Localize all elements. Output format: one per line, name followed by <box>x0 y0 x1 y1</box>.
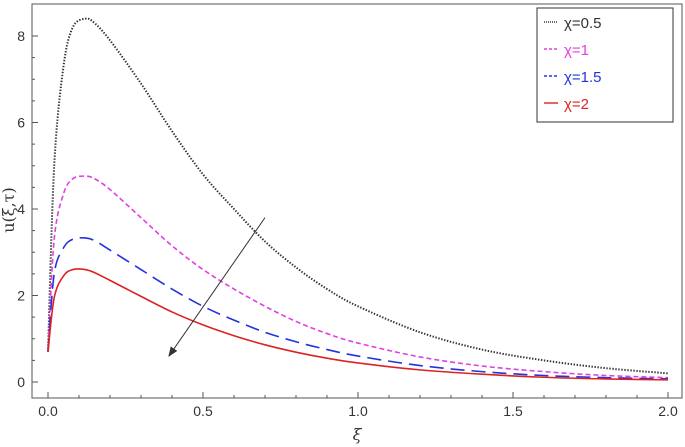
y-tick-label: 4 <box>17 201 25 217</box>
trend-arrow <box>168 217 266 357</box>
legend-label: χ=1.5 <box>564 69 602 86</box>
x-tick-label: 1.5 <box>503 403 523 419</box>
y-tick-label: 6 <box>17 115 25 131</box>
legend: χ=0.5 χ=1 χ=1.5 χ=2 <box>536 7 674 123</box>
series-layer <box>47 17 669 381</box>
series-line-1 <box>47 17 669 375</box>
y-tick-label: 2 <box>17 288 25 304</box>
y-axis-ticks: 0 2 4 6 8 <box>17 28 38 390</box>
legend-label: χ=1 <box>564 42 589 59</box>
y-tick-label: 8 <box>17 28 25 44</box>
y-tick-label: 0 <box>17 374 25 390</box>
x-tick-label: 1.0 <box>348 403 368 419</box>
legend-label: χ=0.5 <box>564 15 602 32</box>
x-axis-ticks: 0.0 0.5 1.0 1.5 2.0 <box>38 392 678 419</box>
x-tick-label: 2.0 <box>658 403 678 419</box>
x-tick-label: 0.5 <box>193 403 213 419</box>
series-line-2 <box>47 175 669 379</box>
series-line-3 <box>47 237 669 380</box>
y-axis-title: u(ξ,τ) <box>0 187 18 233</box>
x-axis-title: ξ <box>353 425 363 444</box>
legend-label: χ=2 <box>564 96 589 113</box>
x-tick-label: 0.0 <box>38 403 58 419</box>
annotation-layer <box>168 217 266 357</box>
plot-frame <box>31 3 683 399</box>
series-line-4 <box>47 268 669 381</box>
legend-box <box>536 7 674 123</box>
